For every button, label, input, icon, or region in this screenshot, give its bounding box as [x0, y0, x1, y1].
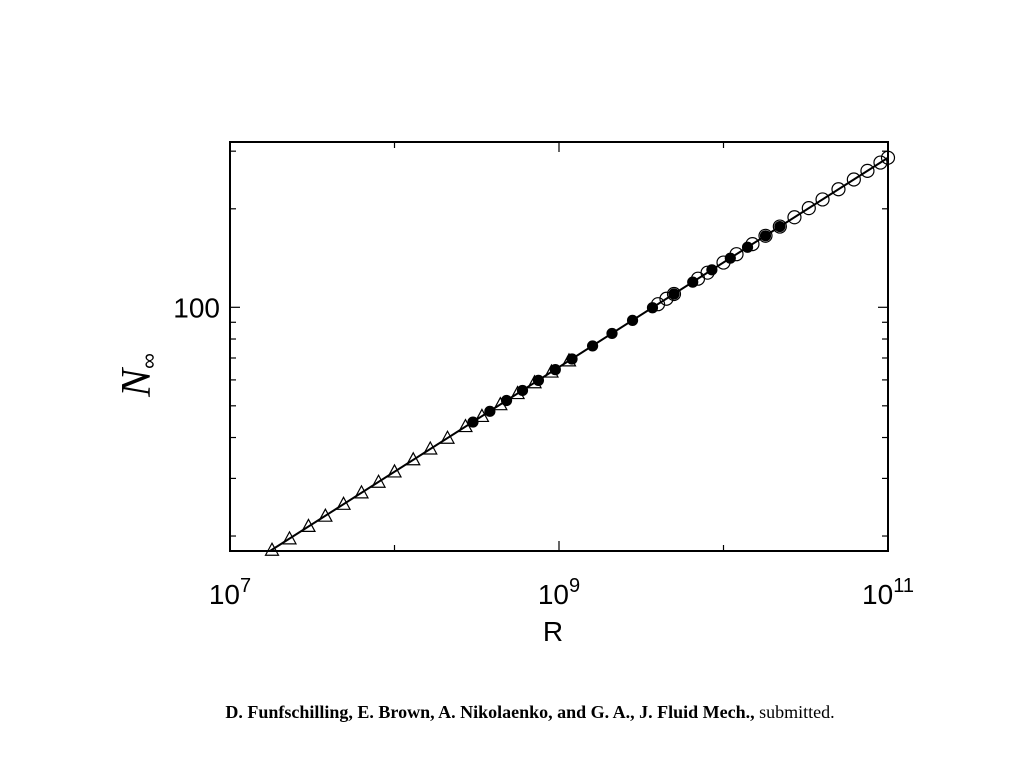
- plot-frame: [229, 141, 889, 552]
- open-circle-marker: [860, 163, 875, 178]
- open-circle-marker: [745, 237, 760, 252]
- y-axis-label: N∞: [114, 353, 161, 398]
- x-tick-base: 10: [209, 579, 240, 610]
- open-circle-marker: [650, 297, 666, 312]
- fit-line: [269, 156, 889, 552]
- open-circle-marker: [801, 201, 816, 216]
- triangle-marker: [386, 463, 403, 478]
- open-circle-marker: [873, 155, 888, 170]
- open-circle-marker: [659, 291, 674, 306]
- x-tick-base: 10: [538, 579, 569, 610]
- x-tick-base: 10: [862, 579, 893, 610]
- open-circle-marker: [831, 182, 846, 197]
- open-circle-marker: [729, 247, 744, 262]
- citation: D. Funfschilling, E. Brown, A. Nikolaenk…: [225, 702, 834, 722]
- triangle-marker: [317, 507, 333, 522]
- triangle-marker: [336, 496, 352, 510]
- open-circle-marker: [666, 286, 682, 302]
- triangle-marker: [474, 408, 490, 423]
- x-tick-exponent: 9: [569, 575, 580, 597]
- x-axis-label: R: [543, 616, 563, 647]
- citation-status: submitted.: [759, 702, 835, 722]
- open-circle-marker: [880, 150, 896, 165]
- y-axis-label-sub: ∞: [136, 353, 161, 369]
- triangle-marker: [281, 530, 298, 545]
- x-tick-label: 107: [209, 575, 251, 610]
- open-circle-marker: [846, 172, 861, 187]
- x-tick-label: 1011: [862, 575, 914, 610]
- open-circle-marker: [700, 265, 715, 280]
- triangle-marker: [264, 541, 280, 556]
- triangle-marker: [439, 429, 456, 444]
- open-circle-marker: [787, 210, 802, 225]
- open-circle-marker: [815, 192, 830, 207]
- x-tick-label: 109: [538, 575, 580, 610]
- triangle-marker: [371, 473, 387, 488]
- open-circle-marker: [772, 219, 787, 234]
- y-axis-label-main: N: [114, 367, 160, 398]
- x-tick-exponent: 11: [893, 575, 914, 597]
- open-circle-marker: [758, 228, 773, 243]
- open-circle-marker: [716, 255, 731, 270]
- y-tick-label: 100: [173, 292, 220, 323]
- x-tick-exponent: 7: [240, 575, 251, 597]
- citation-authors: D. Funfschilling, E. Brown, A. Nikolaenk…: [225, 702, 754, 722]
